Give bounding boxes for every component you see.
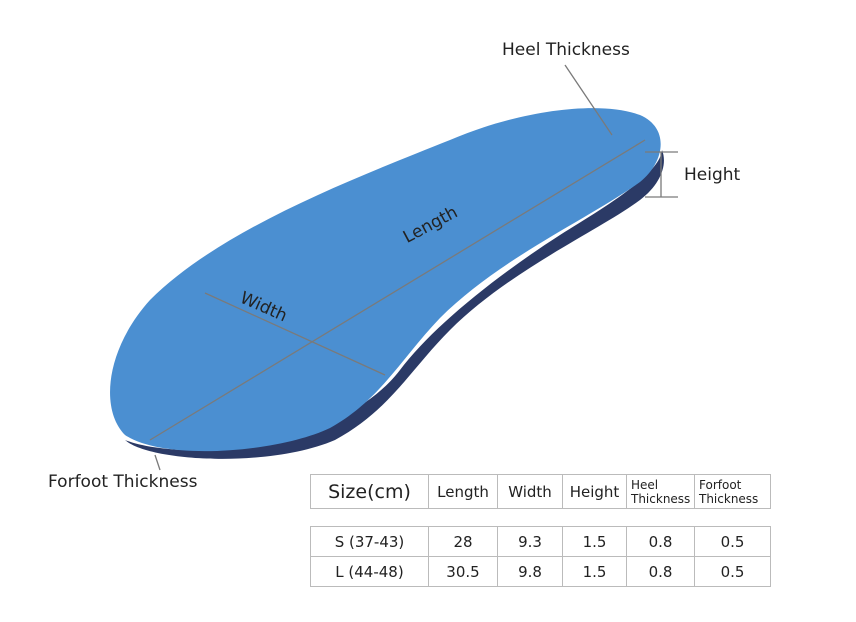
cell: 9.8 (497, 556, 563, 587)
header-length: Length (428, 474, 498, 509)
height-bracket (645, 151, 678, 198)
header-heel-thickness: Heel Thickness (626, 474, 695, 509)
cell: 9.3 (497, 526, 563, 557)
forfoot-thickness-pointer (154, 454, 161, 471)
header-size: Size(cm) (310, 474, 429, 509)
cell: 0.8 (626, 556, 695, 587)
header-height: Height (562, 474, 627, 509)
cell: L (44-48) (310, 556, 429, 587)
width-dimension-line (204, 292, 386, 376)
insole-top-surface (110, 108, 661, 452)
cell: 0.5 (694, 556, 771, 587)
heel-thickness-pointer (564, 64, 613, 136)
header-width: Width (497, 474, 563, 509)
table-row: L (44-48) 30.5 9.8 1.5 0.8 0.5 (310, 556, 771, 587)
header-forfoot-thickness: Forfoot Thickness (694, 474, 771, 509)
cell: 1.5 (562, 526, 627, 557)
cell: 0.5 (694, 526, 771, 557)
table-header-row: Size(cm) Length Width Height Heel Thickn… (310, 474, 771, 509)
cell: 1.5 (562, 556, 627, 587)
height-label: Height (684, 165, 741, 185)
length-dimension-line (149, 139, 646, 441)
forfoot-thickness-label: Forfoot Thickness (48, 472, 198, 492)
size-table: Size(cm) Length Width Height Heel Thickn… (310, 474, 771, 587)
cell: 0.8 (626, 526, 695, 557)
cell: 28 (428, 526, 498, 557)
cell: S (37-43) (310, 526, 429, 557)
table-row: S (37-43) 28 9.3 1.5 0.8 0.5 (310, 526, 771, 557)
heel-thickness-label: Heel Thickness (502, 40, 630, 60)
cell: 30.5 (428, 556, 498, 587)
